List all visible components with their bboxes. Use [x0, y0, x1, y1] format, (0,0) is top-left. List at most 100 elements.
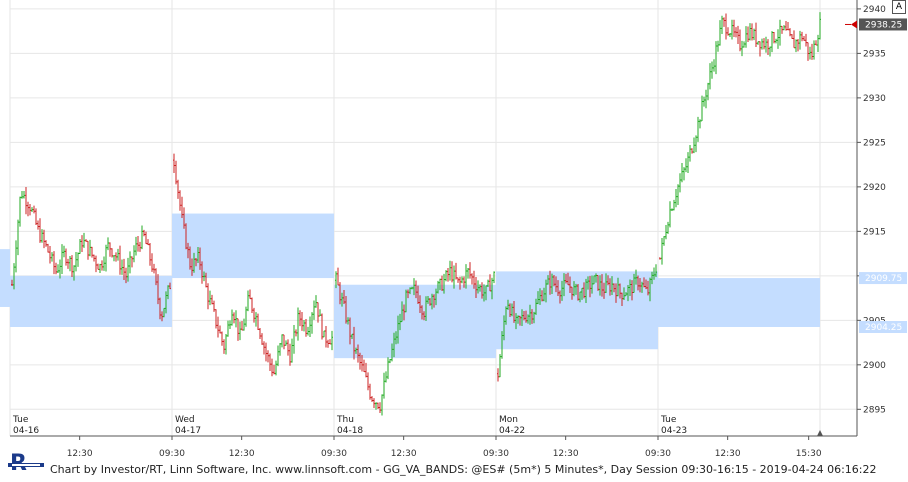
ohlc-bar: [787, 22, 789, 31]
ohlc-bar: [729, 32, 731, 38]
ohlc-bar: [147, 239, 149, 246]
ohlc-bar: [15, 240, 17, 273]
ohlc-bar: [239, 321, 241, 341]
ohlc-bar: [303, 319, 305, 332]
ohlc-bar: [69, 255, 71, 272]
ohlc-bar: [145, 231, 147, 245]
ohlc-bar: [409, 287, 411, 295]
y-tick-label: 2900: [863, 361, 886, 371]
ohlc-bar: [149, 242, 151, 266]
ohlc-bar: [251, 297, 253, 314]
ohlc-bar: [369, 383, 371, 400]
ohlc-bar: [733, 19, 735, 38]
ohlc-bar: [465, 264, 467, 289]
ohlc-bar: [457, 277, 459, 283]
ohlc-bar: [413, 278, 415, 296]
ohlc-bar: [61, 244, 63, 274]
ohlc-bar: [161, 311, 163, 322]
ohlc-bar: [603, 282, 605, 299]
ohlc-bar: [625, 292, 627, 297]
ohlc-bar: [767, 39, 769, 56]
ohlc-bar: [175, 160, 177, 185]
ohlc-bar: [249, 289, 251, 300]
ohlc-bar: [441, 275, 443, 291]
ohlc-bar: [397, 315, 399, 344]
ohlc-bar: [285, 340, 287, 346]
ohlc-bar: [101, 260, 103, 271]
ohlc-bar: [261, 333, 263, 345]
x-tick-label: 12:30: [391, 449, 417, 459]
ohlc-bar: [559, 290, 561, 304]
ohlc-bar: [357, 344, 359, 363]
ohlc-bar: [447, 267, 449, 282]
ohlc-bar: [217, 316, 219, 338]
ohlc-bar: [737, 25, 739, 45]
ohlc-bar: [569, 276, 571, 293]
x-tick-label: 12:30: [715, 449, 741, 459]
ohlc-bar: [309, 316, 311, 338]
value-area-band: [172, 213, 334, 279]
ohlc-bar: [585, 278, 587, 303]
ohlc-bar: [139, 241, 141, 252]
last-price-badge-box: [859, 18, 907, 31]
ohlc-bar: [163, 307, 165, 318]
ohlc-bar: [59, 259, 61, 279]
day-label: Tue: [660, 415, 677, 425]
ohlc-bar: [451, 261, 453, 283]
ohlc-bar: [501, 331, 503, 359]
ohlc-bar: [201, 261, 203, 284]
ohlc-bar: [417, 285, 419, 304]
ohlc-bar: [375, 402, 377, 410]
ohlc-bar: [523, 311, 525, 321]
ohlc-bar: [793, 30, 795, 49]
va-high-badge-box: [859, 272, 907, 285]
ohlc-bar: [795, 39, 797, 53]
ohlc-bar: [705, 89, 707, 109]
ohlc-bar: [633, 273, 635, 293]
ohlc-bar: [577, 284, 579, 301]
y-tick-label: 2935: [863, 49, 886, 59]
ohlc-bar: [629, 279, 631, 297]
ohlc-bar: [53, 251, 55, 275]
ohlc-bar: [93, 254, 95, 262]
ohlc-bar: [497, 368, 499, 382]
auto-scale-button[interactable]: A: [892, 0, 906, 14]
ohlc-bar: [801, 31, 803, 42]
ohlc-bar: [511, 303, 513, 317]
ohlc-bar: [817, 34, 819, 52]
ohlc-bar: [517, 315, 519, 324]
ohlc-bar: [635, 269, 637, 285]
ohlc-bar: [701, 95, 703, 122]
ohlc-bar: [73, 265, 75, 281]
ohlc-bar: [131, 256, 133, 268]
ohlc-bar: [571, 286, 573, 300]
ohlc-bar: [41, 229, 43, 243]
ohlc-bar: [813, 40, 815, 60]
ohlc-bar: [503, 315, 505, 341]
ohlc-bar: [423, 311, 425, 321]
ohlc-bar: [279, 342, 281, 356]
y-tick-label: 2915: [863, 227, 886, 237]
ohlc-bar: [259, 328, 261, 339]
ohlc-bar: [379, 402, 381, 414]
ohlc-bar: [553, 274, 555, 287]
ohlc-bar: [675, 189, 677, 208]
ohlc-bar: [79, 239, 81, 255]
date-label: 04-17: [175, 426, 201, 436]
ohlc-bar: [777, 29, 779, 49]
ohlc-bar: [811, 43, 813, 60]
ohlc-bar: [431, 293, 433, 310]
ohlc-bar: [267, 350, 269, 363]
ohlc-bar: [485, 285, 487, 301]
ohlc-bar: [541, 290, 543, 302]
ohlc-bar: [355, 347, 357, 354]
ohlc-bar: [331, 330, 333, 351]
ohlc-bar: [381, 394, 383, 416]
ohlc-bar: [243, 318, 245, 331]
ohlc-bar: [467, 267, 469, 279]
ohlc-bar: [477, 280, 479, 294]
ohlc-bar: [215, 309, 217, 329]
ohlc-bar: [107, 237, 109, 251]
